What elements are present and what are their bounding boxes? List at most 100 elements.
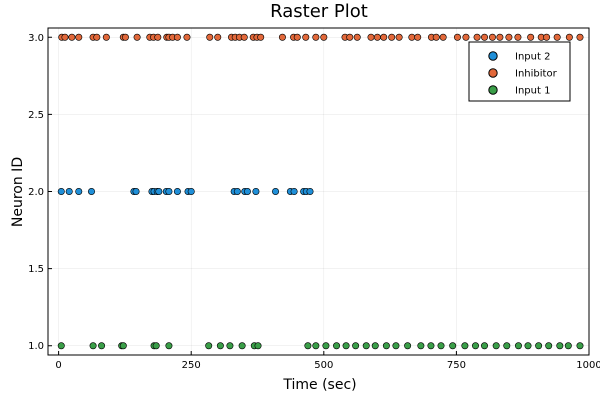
input-2-point bbox=[290, 188, 298, 196]
inhibitor-point bbox=[505, 33, 513, 41]
legend-label-input-1: Input 1 bbox=[515, 86, 550, 97]
input-2-point bbox=[187, 188, 195, 196]
input-1-point bbox=[492, 342, 500, 350]
inhibitor-point bbox=[481, 33, 489, 41]
input-1-point bbox=[564, 342, 572, 350]
inhibitor-point bbox=[68, 33, 76, 41]
tick-layer: 0 250 500 750 1000 1.0 1.5 2.0 2.5 3.0 bbox=[28, 33, 600, 371]
input-2-point bbox=[75, 188, 83, 196]
input-2-point bbox=[87, 188, 95, 196]
inhibitor-point bbox=[439, 33, 447, 41]
inhibitor-point bbox=[543, 33, 551, 41]
legend-label-inhibitor: Inhibitor bbox=[515, 69, 558, 80]
inhibitor-point bbox=[473, 33, 481, 41]
chart-title: Raster Plot bbox=[270, 1, 368, 22]
y-tick-label: 1.0 bbox=[28, 341, 44, 352]
x-axis-title: Time (sec) bbox=[282, 377, 356, 393]
input-1-point bbox=[165, 342, 173, 350]
x-tick-label: 750 bbox=[447, 360, 466, 371]
inhibitor-point bbox=[432, 33, 440, 41]
input-1-point bbox=[362, 342, 370, 350]
input-1-point bbox=[471, 342, 479, 350]
inhibitor-point bbox=[121, 33, 129, 41]
input-1-point bbox=[312, 342, 320, 350]
legend-label-input-2: Input 2 bbox=[515, 52, 550, 63]
input-1-point bbox=[254, 342, 262, 350]
legend-marker-input-2 bbox=[488, 51, 498, 61]
inhibitor-point bbox=[257, 33, 265, 41]
input-2-point bbox=[155, 188, 163, 196]
input-1-point bbox=[449, 342, 457, 350]
y-tick-label: 3.0 bbox=[28, 33, 44, 44]
inhibitor-point bbox=[293, 33, 301, 41]
inhibitor-point bbox=[462, 33, 470, 41]
x-tick-label: 0 bbox=[55, 360, 61, 371]
y-tick-label: 2.0 bbox=[28, 187, 44, 198]
input-1-point bbox=[216, 342, 224, 350]
input-1-point bbox=[98, 342, 106, 350]
inhibitor-point bbox=[312, 33, 320, 41]
inhibitor-point bbox=[565, 33, 573, 41]
input-1-point bbox=[404, 342, 412, 350]
input-1-point bbox=[437, 342, 445, 350]
input-1-point bbox=[514, 342, 522, 350]
inhibitor-point bbox=[93, 33, 101, 41]
inhibitor-point bbox=[102, 33, 110, 41]
inhibitor-point bbox=[133, 33, 141, 41]
input-1-point bbox=[576, 342, 584, 350]
inhibitor-point bbox=[75, 33, 83, 41]
input-2-point bbox=[57, 188, 65, 196]
inhibitor-point bbox=[173, 33, 181, 41]
y-tick-label: 2.5 bbox=[28, 110, 44, 121]
inhibitor-point bbox=[154, 33, 162, 41]
input-2-point bbox=[233, 188, 241, 196]
input-1-point bbox=[89, 342, 97, 350]
inhibitor-point bbox=[353, 33, 361, 41]
input-1-point bbox=[417, 342, 425, 350]
inhibitor-point bbox=[367, 33, 375, 41]
input-2-point bbox=[272, 188, 280, 196]
y-tick-label: 1.5 bbox=[28, 264, 44, 275]
x-tick-label: 1000 bbox=[576, 360, 600, 371]
inhibitor-point bbox=[414, 33, 422, 41]
inhibitor-point bbox=[214, 33, 222, 41]
inhibitor-point bbox=[453, 33, 461, 41]
input-2-point bbox=[132, 188, 140, 196]
input-2-point bbox=[165, 188, 173, 196]
inhibitor-point bbox=[496, 33, 504, 41]
inhibitor-point bbox=[388, 33, 396, 41]
input-1-point bbox=[352, 342, 360, 350]
input-1-point bbox=[461, 342, 469, 350]
input-1-point bbox=[304, 342, 312, 350]
input-1-point bbox=[524, 342, 532, 350]
input-2-point bbox=[65, 188, 73, 196]
legend: Input 2 Inhibitor Input 1 bbox=[468, 41, 571, 102]
input-1-point bbox=[342, 342, 350, 350]
inhibitor-point bbox=[527, 33, 535, 41]
inhibitor-point bbox=[240, 33, 248, 41]
input-1-point bbox=[205, 342, 213, 350]
inhibitor-point bbox=[346, 33, 354, 41]
inhibitor-point bbox=[278, 33, 286, 41]
input-2-point bbox=[306, 188, 314, 196]
legend-marker-inhibitor bbox=[488, 68, 498, 78]
inhibitor-point bbox=[395, 33, 403, 41]
input-2-point bbox=[252, 188, 260, 196]
legend-marker-input-1 bbox=[488, 85, 498, 95]
inhibitor-point bbox=[553, 33, 561, 41]
input-1-point bbox=[322, 342, 330, 350]
input-1-point bbox=[556, 342, 564, 350]
x-tick-label: 500 bbox=[314, 360, 333, 371]
inhibitor-point bbox=[373, 33, 381, 41]
input-1-point bbox=[427, 342, 435, 350]
inhibitor-point bbox=[302, 33, 310, 41]
inhibitor-point bbox=[576, 33, 584, 41]
inhibitor-point bbox=[61, 33, 69, 41]
inhibitor-point bbox=[380, 33, 388, 41]
input-1-point bbox=[119, 342, 127, 350]
inhibitor-point bbox=[183, 33, 191, 41]
inhibitor-point bbox=[206, 33, 214, 41]
input-1-point bbox=[503, 342, 511, 350]
y-axis-title: Neuron ID bbox=[10, 157, 26, 227]
inhibitor-point bbox=[408, 33, 416, 41]
